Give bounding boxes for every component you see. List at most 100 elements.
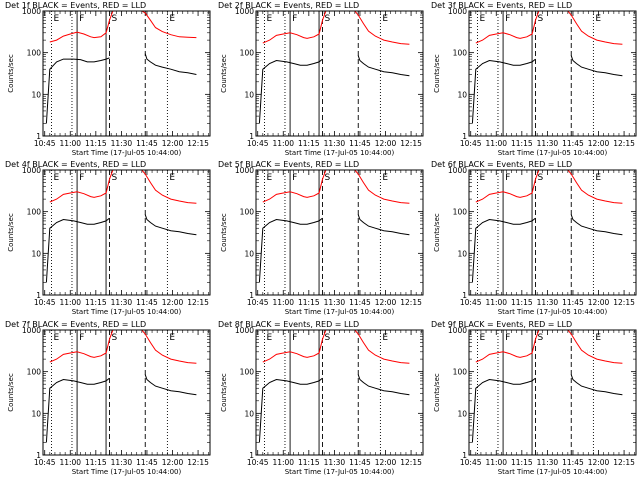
x-tick-label: 12:00	[162, 298, 184, 307]
x-axis-label: Start Time (17-Jul-05 10:44:00)	[285, 308, 395, 316]
panel-det-7: Det 7f BLACK = Events, RED = LLD Counts/s…	[5, 320, 211, 476]
y-tick-label: 1000	[448, 7, 467, 16]
x-tick-label: 10:45	[247, 139, 269, 148]
x-tick-label: 12:00	[588, 458, 610, 467]
y-tick-label: 1	[462, 451, 467, 460]
panel-det-4: Det 4f BLACK = Events, RED = LLD Counts/s…	[5, 160, 211, 316]
x-tick-label: 11:15	[511, 458, 533, 467]
events-series-line	[471, 58, 536, 124]
y-tick-label: 1	[36, 451, 41, 460]
lld-series-line	[475, 170, 540, 203]
x-tick-label: 10:45	[460, 139, 482, 148]
x-tick-label: 11:45	[349, 298, 371, 307]
y-axis-label: Counts/sec	[220, 213, 228, 252]
x-tick-label: 11:45	[562, 298, 584, 307]
y-axis-label: Counts/sec	[7, 373, 15, 412]
events-series-line	[570, 214, 623, 236]
x-tick-label: 11:15	[85, 139, 107, 148]
panel-det-9: Det 9f BLACK = Events, RED = LLD Counts/s…	[431, 320, 637, 476]
lld-series-line	[49, 170, 114, 203]
x-tick-label: 10:45	[460, 458, 482, 467]
interval-marker-label: F	[505, 173, 510, 183]
x-tick-label: 11:00	[485, 139, 507, 148]
y-tick-label: 100	[240, 368, 255, 377]
interval-marker-label: E	[480, 173, 486, 183]
y-tick-label: 1	[249, 291, 254, 300]
lld-series-line	[49, 11, 114, 43]
y-tick-label: 1000	[235, 7, 254, 16]
interval-marker-label: E	[267, 14, 273, 24]
y-tick-label: 1000	[22, 7, 41, 16]
x-tick-label: 11:45	[136, 458, 158, 467]
interval-marker-label: S	[111, 173, 117, 183]
x-tick-label: 12:15	[400, 298, 422, 307]
interval-marker-label: S	[324, 14, 330, 24]
interval-marker-label: F	[79, 333, 84, 343]
events-series-line	[258, 217, 323, 283]
y-tick-label: 1000	[448, 326, 467, 335]
panel-det-1: Det 1f BLACK = Events, RED = LLD Counts/s…	[5, 1, 211, 157]
x-tick-label: 11:00	[59, 458, 81, 467]
x-tick-label: 10:45	[34, 298, 56, 307]
interval-marker-label: E	[169, 173, 175, 183]
panel-title: Det 3f BLACK = Events, RED = LLD	[431, 1, 572, 10]
interval-marker-label: F	[505, 14, 510, 24]
x-tick-label: 10:45	[34, 458, 56, 467]
interval-marker-label: E	[595, 14, 601, 24]
interval-marker-label: E	[54, 14, 60, 24]
x-tick-label: 11:30	[111, 139, 133, 148]
events-series-line	[357, 374, 410, 396]
x-tick-label: 11:30	[537, 458, 559, 467]
events-series-line	[471, 377, 536, 443]
panel-title: Det 1f BLACK = Events, RED = LLD	[5, 1, 146, 10]
y-axis-label: Counts/sec	[433, 373, 441, 412]
y-tick-label: 1	[462, 291, 467, 300]
interval-marker-label: E	[480, 14, 486, 24]
interval-marker-label: E	[480, 333, 486, 343]
x-tick-label: 12:15	[187, 458, 209, 467]
y-tick-label: 10	[244, 409, 254, 418]
events-series-line	[357, 214, 410, 236]
panel-det-8: Det 8f BLACK = Events, RED = LLD Counts/s…	[218, 320, 424, 476]
x-tick-label: 10:45	[247, 298, 269, 307]
events-series-line	[144, 374, 197, 396]
y-tick-label: 100	[240, 49, 255, 58]
x-axis-label: Start Time (17-Jul-05 10:44:00)	[285, 149, 395, 157]
y-tick-label: 10	[31, 409, 41, 418]
x-tick-label: 11:00	[272, 458, 294, 467]
y-axis-label: Counts/sec	[7, 54, 15, 93]
x-axis-label: Start Time (17-Jul-05 10:44:00)	[285, 468, 395, 476]
x-tick-label: 11:00	[485, 298, 507, 307]
plot-frame	[42, 10, 211, 137]
interval-marker-label: E	[54, 333, 60, 343]
x-tick-label: 12:15	[613, 458, 635, 467]
x-axis-label: Start Time (17-Jul-05 10:44:00)	[498, 308, 608, 316]
x-tick-label: 12:15	[400, 139, 422, 148]
x-tick-label: 10:45	[460, 298, 482, 307]
y-tick-label: 1	[36, 132, 41, 141]
x-tick-label: 11:45	[136, 139, 158, 148]
x-tick-label: 11:00	[59, 139, 81, 148]
y-axis-label: Counts/sec	[220, 373, 228, 412]
x-tick-label: 12:00	[588, 139, 610, 148]
events-series-line	[45, 57, 110, 124]
interval-marker-label: S	[537, 173, 543, 183]
lld-series-line	[262, 330, 327, 363]
y-axis-label: Counts/sec	[7, 213, 15, 252]
lld-series-line	[262, 11, 327, 44]
lld-series-line	[354, 11, 410, 45]
interval-marker-label: S	[111, 333, 117, 343]
interval-marker-label: E	[267, 333, 273, 343]
y-tick-label: 1000	[448, 166, 467, 175]
x-axis-label: Start Time (17-Jul-05 10:44:00)	[72, 468, 182, 476]
events-series-line	[45, 217, 110, 283]
x-tick-label: 11:45	[562, 458, 584, 467]
interval-marker-label: S	[111, 14, 117, 24]
panel-det-6: Det 6f BLACK = Events, RED = LLD Counts/s…	[431, 160, 637, 316]
plot-frame	[468, 10, 637, 137]
interval-marker-label: E	[267, 173, 273, 183]
y-tick-label: 1000	[235, 326, 254, 335]
y-axis-label: Counts/sec	[433, 213, 441, 252]
plot-frame	[42, 169, 211, 296]
lld-series-line	[354, 170, 410, 204]
